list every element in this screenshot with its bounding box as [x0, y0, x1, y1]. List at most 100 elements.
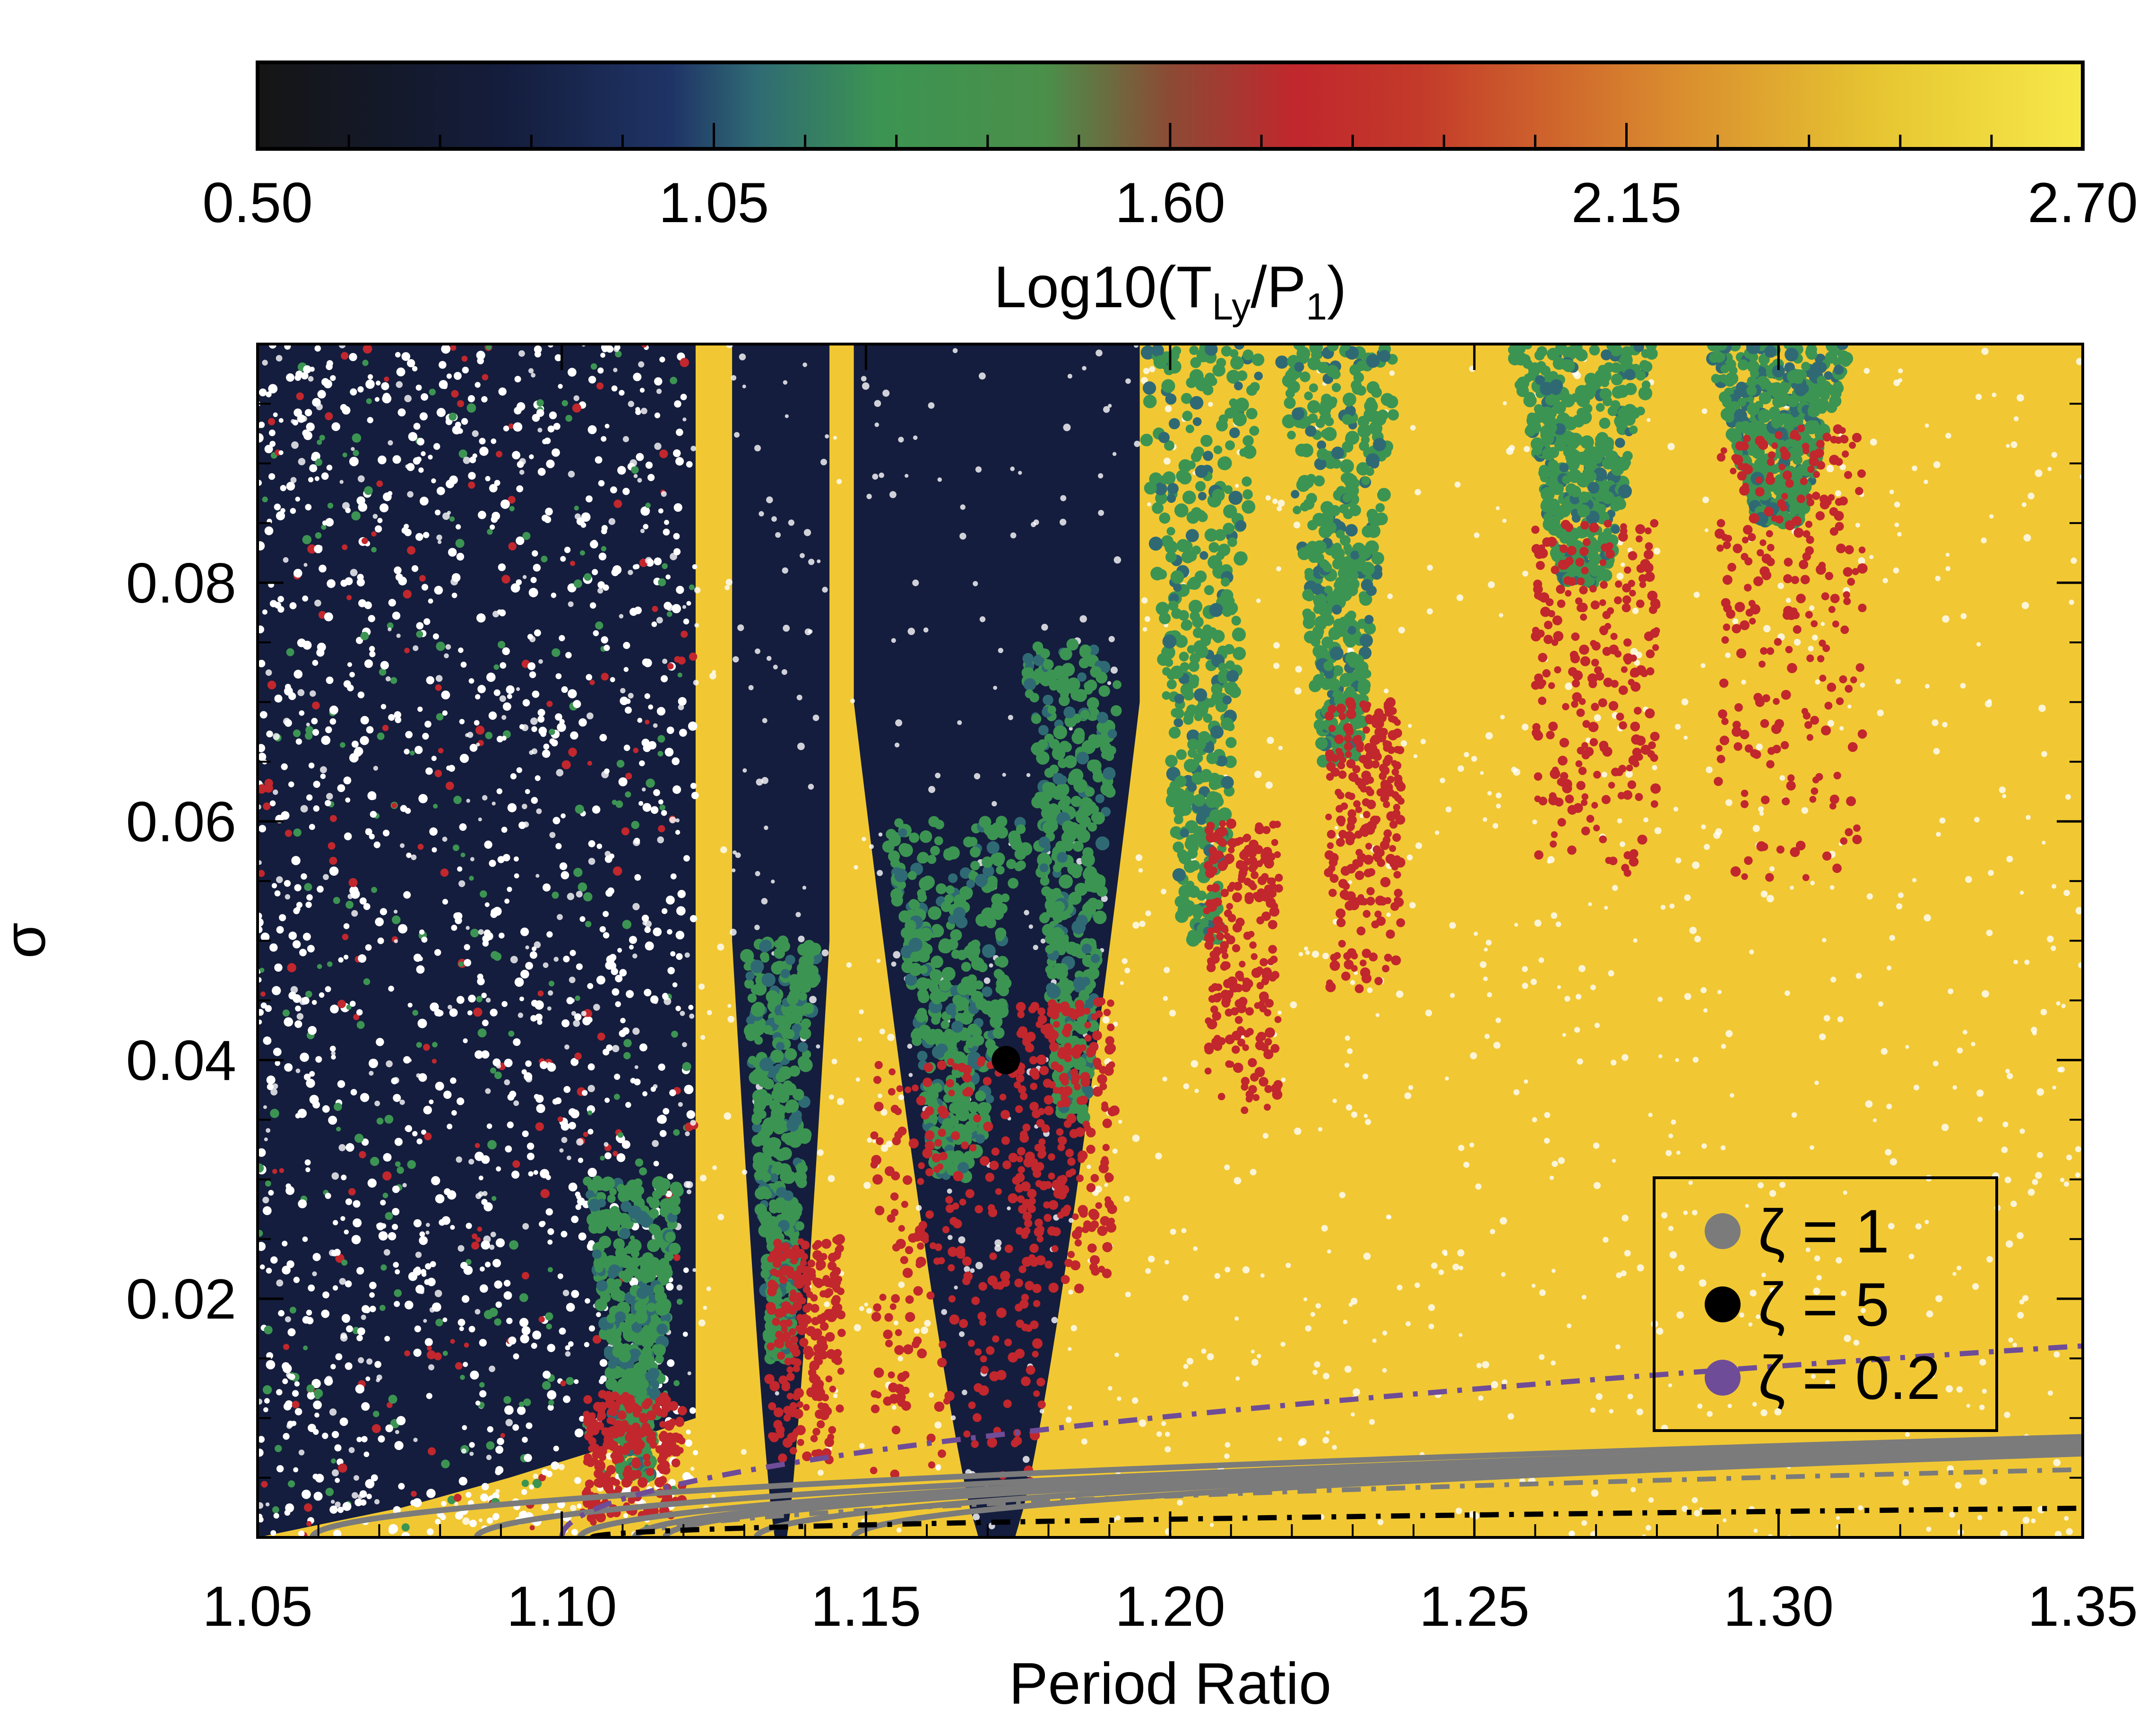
speckle-dot [619, 1030, 626, 1037]
speckle-dot [475, 1237, 481, 1242]
speckle-dot [1404, 1092, 1412, 1099]
speckle-dot [476, 351, 485, 360]
speckle-dot [1406, 1321, 1411, 1327]
speckle-dot [1544, 1138, 1550, 1144]
speckle-dot [1586, 737, 1591, 743]
speckle-dot [517, 402, 526, 411]
speckle-dot [481, 1199, 488, 1205]
speckle-dot [491, 908, 499, 916]
speckle-dot [345, 797, 351, 803]
green-point [934, 820, 944, 829]
green-point [1051, 680, 1061, 690]
speckle-dot [1671, 1119, 1676, 1125]
speckle-dot [388, 985, 394, 992]
speckle-dot [1805, 1247, 1811, 1252]
green-point [1216, 755, 1228, 767]
speckle-dot [623, 1052, 631, 1060]
speckle-dot [676, 953, 683, 960]
speckle-dot [266, 1352, 274, 1359]
speckle-dot [503, 425, 509, 431]
green-point [961, 962, 971, 972]
green-point [1031, 742, 1045, 756]
speckle-dot [381, 382, 389, 390]
speckle-dot [1183, 1083, 1190, 1089]
speckle-dot [325, 518, 334, 527]
speckle-dot [1697, 1403, 1703, 1409]
speckle-dot [376, 480, 383, 487]
speckle-dot [1668, 1133, 1673, 1139]
green-point [750, 1002, 765, 1017]
speckle-dot [486, 1441, 495, 1450]
speckle-dot [440, 1514, 446, 1520]
speckle-dot [478, 1518, 483, 1522]
speckle-dot [371, 531, 377, 537]
speckle-dot [1318, 1127, 1323, 1132]
speckle-dot [959, 533, 966, 540]
speckle-dot [756, 778, 763, 786]
speckle-dot [1224, 1453, 1230, 1459]
green-point [1060, 690, 1069, 699]
speckle-dot [824, 1301, 830, 1308]
speckle-dot [1656, 1328, 1664, 1335]
speckle-dot [451, 390, 459, 398]
speckle-dot [264, 778, 273, 788]
speckle-dot [395, 1269, 400, 1275]
speckle-dot [540, 731, 546, 737]
speckle-dot [1273, 663, 1280, 669]
speckle-dot [425, 1230, 430, 1235]
speckle-dot [1870, 438, 1877, 446]
speckle-dot [1836, 1257, 1842, 1264]
speckle-dot [682, 1331, 688, 1337]
speckle-dot [680, 394, 687, 400]
speckle-dot [522, 575, 527, 579]
speckle-dot [404, 647, 410, 654]
speckle-dot [366, 1493, 372, 1500]
speckle-dot [615, 350, 622, 358]
speckle-dot [631, 820, 639, 829]
green-point [1041, 912, 1050, 922]
speckle-dot [598, 1379, 604, 1384]
speckle-dot [1445, 1076, 1449, 1081]
speckle-dot [672, 604, 681, 613]
green-point [1185, 550, 1197, 562]
speckle-dot [1704, 528, 1709, 533]
speckle-dot [590, 363, 597, 370]
speckle-dot [338, 957, 344, 963]
speckle-dot [1624, 1250, 1631, 1257]
speckle-dot [551, 1461, 560, 1470]
speckle-dot [642, 787, 646, 792]
speckle-dot [481, 992, 487, 999]
speckle-dot [419, 1236, 428, 1245]
speckle-dot [675, 931, 684, 940]
speckle-dot [543, 743, 550, 750]
speckle-dot [2038, 704, 2046, 712]
speckle-dot [507, 887, 512, 892]
speckle-dot [1344, 1062, 1350, 1068]
green-point [1103, 767, 1116, 780]
speckle-dot [288, 692, 296, 700]
green-point [1046, 889, 1056, 898]
speckle-dot [692, 1450, 699, 1456]
green-point [882, 840, 895, 853]
speckle-dot [306, 423, 315, 431]
speckle-dot [571, 1011, 577, 1016]
speckle-dot [465, 733, 469, 737]
speckle-dot [608, 518, 616, 525]
green-point [769, 1173, 779, 1182]
speckle-dot [874, 400, 881, 407]
speckle-dot [688, 721, 698, 731]
speckle-dot [587, 1063, 595, 1070]
speckle-dot [1018, 471, 1022, 475]
speckle-dot [428, 455, 433, 460]
speckle-dot [1933, 748, 1940, 755]
speckle-dot [308, 1284, 315, 1292]
speckle-dot [338, 1144, 346, 1151]
speckle-dot [1483, 948, 1488, 952]
green-point [1056, 930, 1065, 939]
speckle-dot [771, 880, 775, 884]
speckle-dot [413, 1438, 418, 1442]
speckle-dot [1855, 973, 1862, 979]
speckle-dot [276, 355, 283, 362]
green-point [1014, 862, 1024, 871]
speckle-dot [560, 556, 566, 562]
